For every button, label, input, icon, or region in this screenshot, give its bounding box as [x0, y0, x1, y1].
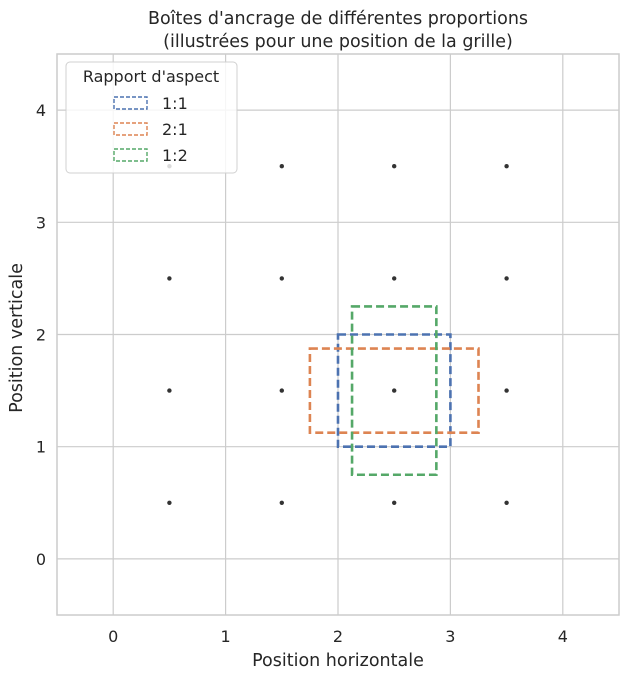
grid-point [392, 276, 397, 281]
grid-point [392, 164, 397, 169]
legend-swatch [113, 96, 148, 110]
y-tick-label: 4 [36, 101, 46, 120]
y-tick-label: 2 [36, 326, 46, 345]
legend-swatch [113, 122, 148, 136]
anchor-box-1x1 [336, 333, 452, 448]
legend-box [65, 61, 238, 174]
x-tick-label: 3 [445, 627, 455, 646]
grid-point [504, 164, 509, 169]
chart-title: Boîtes d'ancrage de différentes proporti… [148, 9, 528, 29]
x-tick-label: 2 [333, 627, 343, 646]
grid-point [392, 500, 397, 505]
y-tick-label: 1 [36, 438, 46, 457]
x-tick-label: 0 [108, 627, 118, 646]
legend-label: 1:1 [162, 94, 188, 113]
grid-point [392, 388, 397, 393]
legend-swatch [113, 148, 148, 162]
x-tick-label: 1 [221, 627, 231, 646]
anchor-box-1x2 [350, 305, 438, 477]
chart-subtitle: (illustrées pour une position de la gril… [163, 32, 513, 52]
anchor-box-2x1 [308, 347, 480, 434]
grid-point [279, 388, 284, 393]
grid-point [279, 164, 284, 169]
grid-point [279, 276, 284, 281]
legend-title: Rapport d'aspect [83, 67, 219, 86]
legend-label: 1:2 [162, 146, 188, 165]
plot-area: 0 1 2 3 4 0 1 2 3 4 Rapport d'aspect 1:1 2:1 1:2 [36, 53, 620, 646]
y-tick-label: 0 [36, 550, 46, 569]
x-axis-label: Position horizontale [252, 651, 424, 671]
grid-point [504, 276, 509, 281]
y-axis-label: Position verticale [7, 263, 27, 413]
x-tick-label: 4 [558, 627, 568, 646]
grid-point [504, 500, 509, 505]
grid-point [279, 500, 284, 505]
y-tick-label: 3 [36, 213, 46, 232]
plot-frame [56, 53, 620, 616]
grid-point [167, 388, 172, 393]
grid-point [167, 276, 172, 281]
legend-label: 2:1 [162, 120, 188, 139]
grid-point [504, 388, 509, 393]
grid-point [167, 500, 172, 505]
